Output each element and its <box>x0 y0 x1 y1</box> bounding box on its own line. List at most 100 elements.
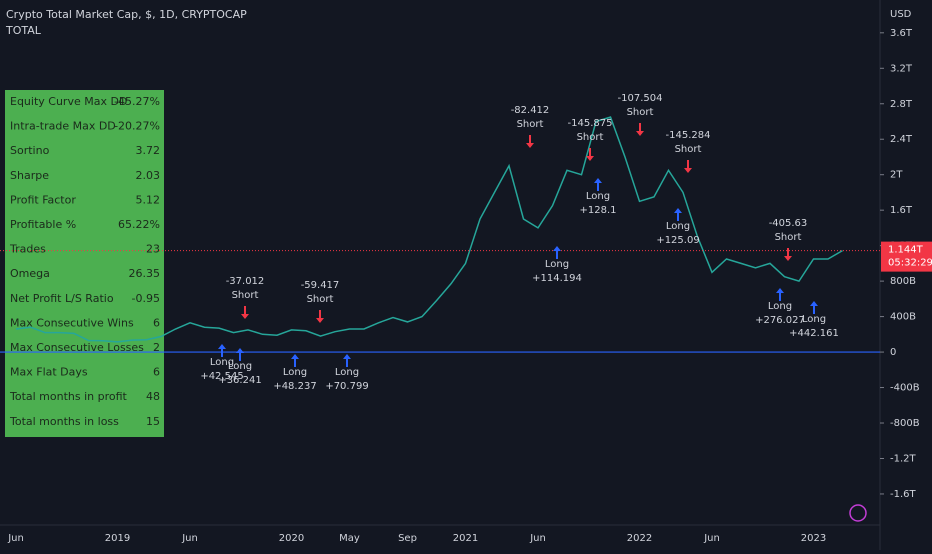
trade-signal: Long <box>545 259 569 270</box>
y-tick-label: 800B <box>890 276 916 287</box>
x-tick-label: 2023 <box>801 533 826 544</box>
long-arrow <box>236 348 244 361</box>
stats-panel <box>5 90 164 437</box>
trade-signal: Long <box>228 361 252 372</box>
stat-label: Total months in loss <box>9 415 119 428</box>
y-tick-label: -1.6T <box>890 489 917 500</box>
chart-subtitle: TOTAL <box>5 24 42 37</box>
trade-signal: Short <box>517 119 544 130</box>
trade-pnl: +48.237 <box>273 381 316 392</box>
y-tick-label: 3.6T <box>890 28 913 39</box>
stat-label: Total months in profit <box>9 390 128 403</box>
trade-signal: Long <box>802 314 826 325</box>
long-arrow <box>553 246 561 259</box>
trade-pnl: +442.161 <box>789 328 839 339</box>
trade-signal: Long <box>666 221 690 232</box>
trade-signal: Long <box>586 191 610 202</box>
x-tick-label: May <box>339 533 360 544</box>
stat-label: Omega <box>10 267 50 280</box>
stat-value: 3.72 <box>136 144 161 157</box>
stat-value: 48 <box>146 390 160 403</box>
x-tick-label: Jun <box>529 533 546 544</box>
x-tick-label: 2021 <box>453 533 478 544</box>
stat-value: 15 <box>146 415 160 428</box>
trade-pnl: +114.194 <box>532 273 582 284</box>
y-tick-label: -800B <box>890 418 920 429</box>
short-arrow <box>526 135 534 148</box>
trade-pnl: -107.504 <box>618 93 663 104</box>
trade-signal: Long <box>283 367 307 378</box>
y-tick-label: 1.6T <box>890 205 913 216</box>
y-tick-label: 400B <box>890 312 916 323</box>
stat-value: 2 <box>153 341 160 354</box>
trade-signal: Long <box>335 367 359 378</box>
trade-pnl: +125.09 <box>656 235 699 246</box>
trade-pnl: -145.284 <box>666 130 711 141</box>
stat-label: Profit Factor <box>10 193 76 206</box>
last-price-box <box>881 241 932 272</box>
long-arrow <box>291 354 299 367</box>
stat-label: Max Consecutive Wins <box>10 316 134 329</box>
trade-signal: Short <box>577 132 604 143</box>
stat-label: Profitable % <box>10 218 76 231</box>
stat-label: Max Flat Days <box>10 366 88 379</box>
y-tick-label: 3.2T <box>890 63 913 74</box>
short-arrow <box>316 310 324 323</box>
trade-pnl: +36.241 <box>218 375 261 386</box>
stat-label: Trades <box>9 243 46 256</box>
y-tick-label: 2.8T <box>890 99 913 110</box>
stat-value: 23 <box>146 243 160 256</box>
logo <box>849 504 867 522</box>
trade-pnl: -82.412 <box>511 105 550 116</box>
stat-value: -0.95 <box>132 292 160 305</box>
long-arrow <box>776 288 784 301</box>
trade-signal: Long <box>768 301 792 312</box>
x-tick-label: 2019 <box>105 533 130 544</box>
trade-pnl: +70.799 <box>325 381 368 392</box>
x-tick-label: Jun <box>7 533 24 544</box>
trade-signal: Short <box>627 107 654 118</box>
trade-pnl: -59.417 <box>301 280 340 291</box>
stat-label: Net Profit L/S Ratio <box>10 292 114 305</box>
y-tick-label: -1.2T <box>890 453 917 464</box>
long-arrow <box>674 208 682 221</box>
trade-pnl: +42.545 <box>200 371 243 382</box>
short-arrow <box>784 248 792 261</box>
stat-value: -45.27% <box>114 95 160 108</box>
long-arrow <box>594 178 602 191</box>
price-line <box>15 116 843 343</box>
last-price-label: 1.144T <box>888 245 924 256</box>
short-arrow <box>636 123 644 136</box>
stat-label: Sharpe <box>10 169 49 182</box>
y-tick-label: 2T <box>890 170 903 181</box>
long-arrow <box>810 301 818 314</box>
stat-label: Intra-trade Max DD <box>10 120 116 133</box>
x-tick-label: Jun <box>703 533 720 544</box>
x-tick-label: 2022 <box>627 533 652 544</box>
stat-value: 26.35 <box>129 267 161 280</box>
long-arrow <box>218 344 226 357</box>
trade-signal: Short <box>775 232 802 243</box>
trade-pnl: -145.875 <box>568 118 613 129</box>
short-arrow <box>586 148 594 161</box>
x-tick-label: 2020 <box>279 533 304 544</box>
stats-table: Equity Curve Max DD-45.27% Intra-trade Ma… <box>9 95 160 428</box>
stat-value: 6 <box>153 366 160 379</box>
x-tick-label: Sep <box>398 533 417 544</box>
stat-value: 65.22% <box>118 218 160 231</box>
short-arrow <box>241 306 249 319</box>
trade-pnl: -37.012 <box>226 276 265 287</box>
stat-value: 2.03 <box>136 169 161 182</box>
stat-value: -20.27% <box>114 120 160 133</box>
y-axis-label: USD <box>890 9 912 20</box>
stat-label: Max Consecutive Losses <box>10 341 144 354</box>
y-tick-label: -400B <box>890 383 920 394</box>
y-tick-label: 2.4T <box>890 134 913 145</box>
trade-signal: Short <box>675 144 702 155</box>
long-arrow <box>343 354 351 367</box>
trade-pnl: +128.1 <box>579 205 616 216</box>
stat-label: Equity Curve Max DD <box>10 95 127 108</box>
stat-value: 5.12 <box>136 193 161 206</box>
